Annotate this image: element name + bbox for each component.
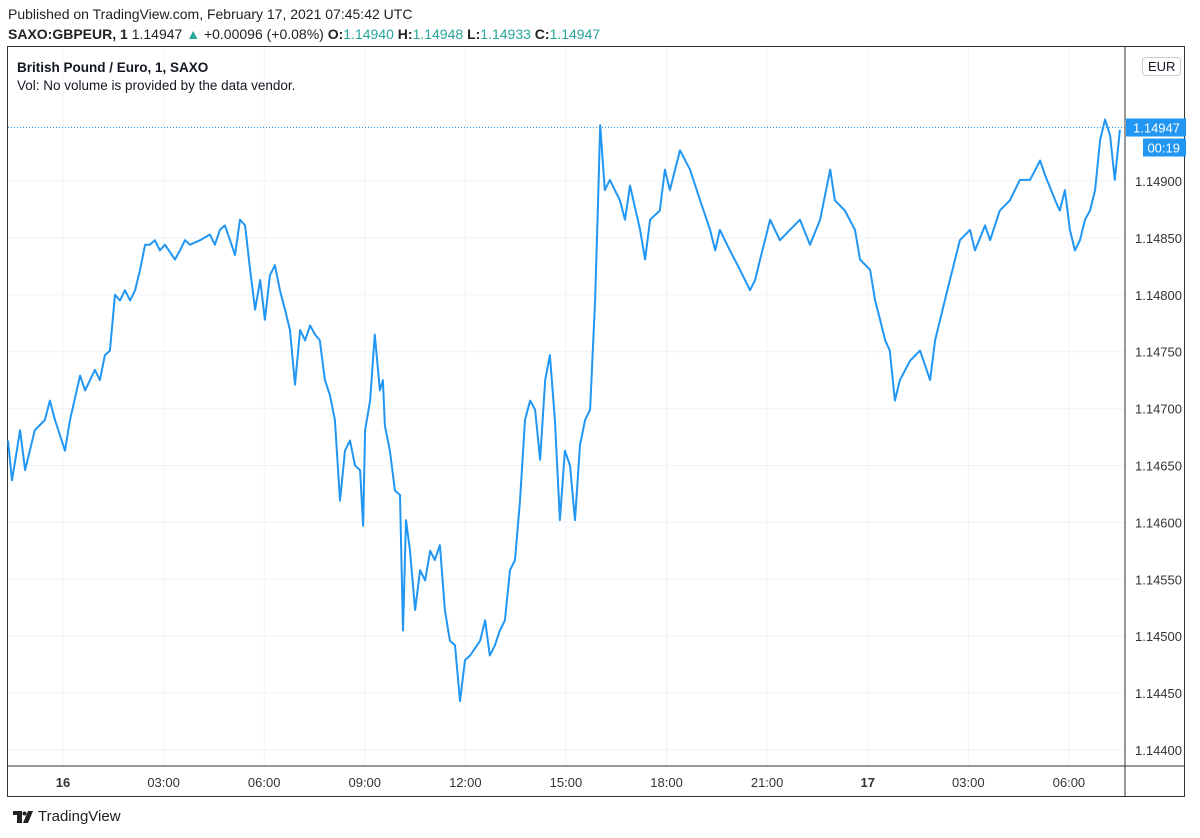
change: +0.00096 (+0.08%) xyxy=(203,26,324,42)
countdown-text: 00:19 xyxy=(1147,141,1180,156)
open-value: 1.14940 xyxy=(343,26,394,42)
currency-button[interactable]: EUR xyxy=(1142,57,1182,76)
tradingview-logo-icon xyxy=(13,810,33,823)
last-price-text: 1.14947 xyxy=(1133,121,1180,136)
legend-title: British Pound / Euro, 1, SAXO xyxy=(17,60,209,75)
ohlc-line: SAXO:GBPEUR, 1 1.14947 ▲ +0.00096 (+0.08… xyxy=(8,26,600,42)
last-price-label: 1.14947 00:19 xyxy=(1126,118,1186,157)
x-tick-label: 09:00 xyxy=(348,775,381,790)
price-line xyxy=(7,118,1121,703)
chart-frame xyxy=(7,46,1185,797)
symbol: SAXO:GBPEUR, 1 xyxy=(8,26,128,42)
x-tick-label: 06:00 xyxy=(248,775,281,790)
y-tick-label: 1.14900 xyxy=(1135,174,1182,189)
y-tick-label: 1.14650 xyxy=(1135,459,1182,474)
open-label: O: xyxy=(327,26,344,42)
y-tick-label: 1.14450 xyxy=(1135,686,1182,701)
chart-legend: British Pound / Euro, 1, SAXO Vol: No vo… xyxy=(17,60,295,93)
y-tick-label: 1.14700 xyxy=(1135,402,1182,417)
y-tick-label: 1.14600 xyxy=(1135,515,1182,530)
tradingview-logo: TradingView xyxy=(12,808,121,825)
x-tick-label: 12:00 xyxy=(449,775,482,790)
y-tick-label: 1.14500 xyxy=(1135,629,1182,644)
triangle-up-icon: ▲ xyxy=(186,26,201,42)
x-tick-label: 18:00 xyxy=(650,775,683,790)
brand-name: TradingView xyxy=(38,808,121,825)
y-tick-label: 1.14800 xyxy=(1135,288,1182,303)
y-tick-label: 1.14550 xyxy=(1135,572,1182,587)
last-price: 1.14947 xyxy=(131,26,183,42)
y-tick-label: 1.14850 xyxy=(1135,231,1182,246)
published-line: Published on TradingView.com, February 1… xyxy=(8,6,413,22)
x-tick-label: 03:00 xyxy=(952,775,985,790)
y-tick-label: 1.14750 xyxy=(1135,345,1182,360)
low-label: L: xyxy=(467,26,481,42)
x-tick-label: 03:00 xyxy=(147,775,180,790)
x-tick-label: 06:00 xyxy=(1053,775,1086,790)
x-tick-label: 15:00 xyxy=(550,775,583,790)
y-tick-label: 1.14400 xyxy=(1135,743,1182,758)
x-tick-label: 17 xyxy=(860,775,874,790)
close-value: 1.14947 xyxy=(549,26,601,42)
high-value: 1.14948 xyxy=(412,26,464,42)
legend-volume: Vol: No volume is provided by the data v… xyxy=(17,78,296,93)
x-tick-label: 21:00 xyxy=(751,775,784,790)
low-value: 1.14933 xyxy=(480,26,531,42)
high-label: H: xyxy=(397,26,413,42)
close-label: C: xyxy=(534,26,550,42)
x-tick-label: 16 xyxy=(56,775,70,790)
